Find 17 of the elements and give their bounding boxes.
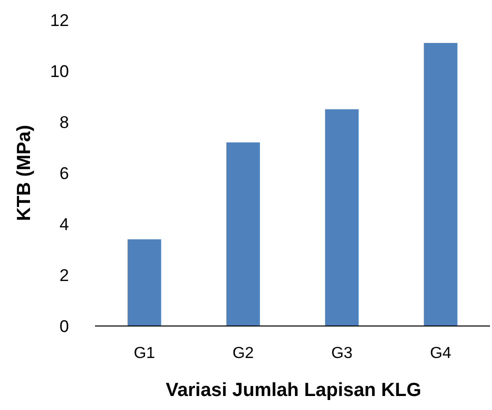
y-tick-label: 4	[60, 214, 69, 234]
y-tick-label: 10	[50, 62, 69, 81]
x-tick-label: G2	[232, 345, 254, 362]
y-tick-label: 12	[50, 10, 69, 30]
x-tick-label: G1	[134, 345, 156, 362]
x-axis-title: Variasi Jumlah Lapisan KLG	[166, 380, 422, 401]
x-tick-label: G4	[430, 345, 452, 362]
bar	[128, 239, 162, 326]
y-tick-label: 0	[60, 316, 69, 336]
bar	[424, 42, 458, 326]
y-tick-label: 8	[60, 112, 69, 132]
bar	[226, 142, 260, 326]
y-tick-label: 6	[60, 164, 69, 183]
y-tick-label: 2	[60, 266, 69, 285]
bar	[325, 109, 359, 326]
x-tick-label: G3	[331, 345, 353, 362]
y-axis-title: KTB (MPa)	[14, 124, 35, 222]
